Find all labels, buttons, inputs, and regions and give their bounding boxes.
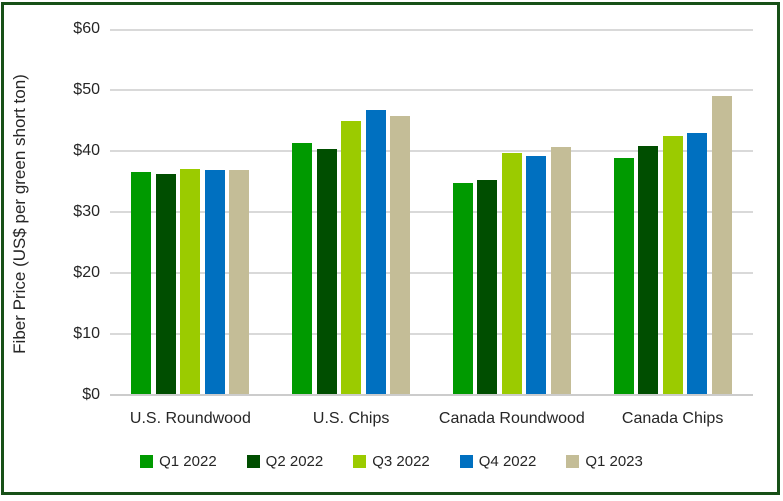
y-axis-title: Fiber Price (US$ per green short ton) [10, 74, 29, 354]
legend-label: Q1 2023 [585, 453, 643, 470]
legend-label: Q2 2022 [265, 453, 324, 470]
x-category-label-u-s-roundwood: U.S. Roundwood [129, 410, 251, 427]
legend-item-q2-2022: Q2 2022 [246, 453, 324, 470]
y-tick-label-60: $60 [73, 20, 100, 37]
x-category-label-canada-chips: Canada Chips [621, 410, 724, 427]
y-tick-label-0: $0 [82, 386, 100, 403]
bar-q3-2022-u-s-roundwood [180, 169, 201, 395]
y-tick-label-10: $10 [73, 325, 100, 342]
bar-q2-2022-canada-roundwood [477, 180, 498, 395]
bar-q4-2022-canada-chips [687, 132, 708, 395]
legend-swatch-icon [353, 455, 367, 468]
y-tick-label-20: $20 [73, 264, 100, 281]
x-axis-line [110, 394, 753, 396]
legend-swatch-icon [459, 455, 473, 468]
gridline-40 [110, 150, 753, 152]
bar-q3-2022-u-s-chips [341, 120, 362, 395]
legend-item-q4-2022: Q4 2022 [459, 453, 537, 470]
legend-label: Q3 2022 [372, 453, 430, 470]
bar-q1-2022-canada-chips [613, 158, 634, 395]
gridline-60 [110, 29, 753, 31]
legend-swatch-icon [246, 455, 260, 468]
gridline-20 [110, 272, 753, 274]
y-tick-label-50: $50 [73, 81, 100, 98]
y-tick-label-40: $40 [73, 142, 100, 159]
bar-q1-2022-canada-roundwood [452, 182, 473, 395]
bar-q1-2023-u-s-roundwood [229, 169, 250, 395]
bar-q1-2023-u-s-chips [390, 116, 411, 395]
gridline-30 [110, 211, 753, 213]
legend-swatch-icon [140, 455, 154, 468]
bar-q4-2022-canada-roundwood [526, 155, 547, 395]
bar-q1-2022-u-s-chips [292, 143, 313, 395]
bar-q3-2022-canada-chips [662, 136, 683, 395]
bar-q1-2023-canada-roundwood [550, 147, 571, 395]
legend-label: Q1 2022 [159, 453, 217, 470]
legend-swatch-icon [566, 455, 580, 468]
bar-q2-2022-u-s-chips [316, 149, 337, 395]
legend: Q1 2022 Q2 2022 Q3 2022 Q4 2022 Q1 2023 [0, 453, 783, 470]
bar-q3-2022-canada-roundwood [501, 152, 522, 395]
bar-q4-2022-u-s-chips [365, 110, 386, 395]
gridline-10 [110, 333, 753, 335]
bar-q4-2022-u-s-roundwood [204, 169, 225, 395]
legend-item-q1-2023: Q1 2023 [566, 453, 643, 470]
bar-q2-2022-canada-chips [638, 145, 659, 395]
legend-item-q3-2022: Q3 2022 [353, 453, 430, 470]
x-category-label-u-s-chips: U.S. Chips [312, 410, 390, 427]
x-category-label-canada-roundwood: Canada Roundwood [438, 410, 585, 427]
bar-q1-2022-u-s-roundwood [131, 172, 152, 395]
plot-area [110, 29, 753, 396]
legend-label: Q4 2022 [478, 453, 537, 470]
bar-q2-2022-u-s-roundwood [155, 174, 176, 395]
y-tick-label-30: $30 [73, 203, 100, 220]
gridline-50 [110, 89, 753, 91]
bar-q1-2023-canada-chips [711, 95, 732, 395]
legend-item-q1-2022: Q1 2022 [140, 453, 217, 470]
